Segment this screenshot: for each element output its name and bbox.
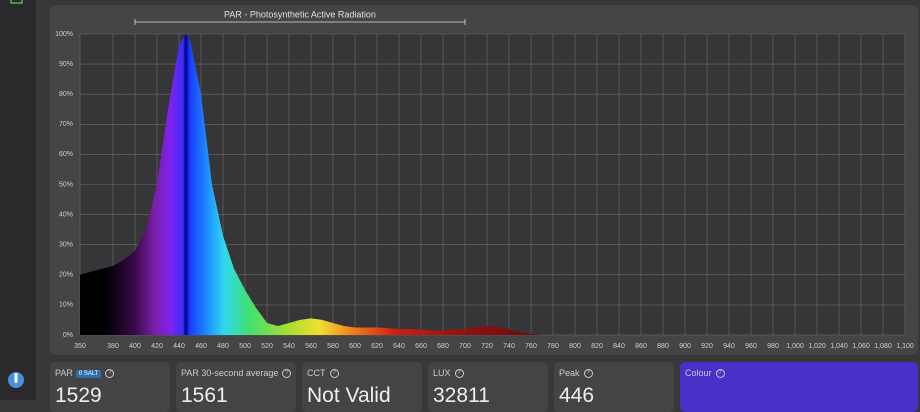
- x-tick-label: 350: [74, 343, 86, 350]
- help-icon[interactable]: ?: [282, 369, 292, 378]
- y-tick-label: 40%: [59, 211, 73, 218]
- x-tick-label: 760: [525, 343, 537, 350]
- x-tick-label: 400: [129, 343, 141, 350]
- help-icon[interactable]: ?: [454, 369, 464, 378]
- x-tick-label: 460: [195, 343, 207, 350]
- card-label-text: CCT: [307, 368, 326, 378]
- card-value: Not Valid: [307, 384, 391, 407]
- card-value: 1529: [55, 384, 102, 407]
- help-icon[interactable]: ?: [105, 369, 115, 378]
- x-tick-label: 620: [371, 343, 383, 350]
- stat-card: CCT? Not Valid: [302, 362, 422, 412]
- y-tick-label: 30%: [59, 242, 73, 249]
- x-tick-label: 640: [393, 343, 405, 350]
- chart: 0% 10% 20% 30% 40% 50% 60% 70% 80% 90% 100% 350 380 4…: [55, 9, 914, 350]
- card-label: PAR 0 SALT?: [55, 368, 115, 378]
- x-tick-label: 480: [217, 343, 229, 350]
- y-tick-label: 20%: [59, 272, 73, 279]
- stat-card: Peak? 446: [554, 362, 674, 412]
- card-label: LUX?: [433, 368, 464, 378]
- help-icon[interactable]: ?: [583, 369, 593, 378]
- x-tick-label: 740: [503, 343, 515, 350]
- x-tick-label: 600: [349, 343, 361, 350]
- x-tick-label: 700: [459, 343, 471, 350]
- y-tick-label: 0%: [63, 332, 73, 339]
- x-tick-label: 440: [173, 343, 185, 350]
- x-tick-label: 380: [107, 343, 119, 350]
- x-tick-label: 920: [701, 343, 713, 350]
- y-tick-label: 10%: [59, 302, 73, 309]
- y-tick-label: 70%: [59, 121, 73, 128]
- x-tick-label: 880: [657, 343, 669, 350]
- x-tick-label: 980: [767, 343, 779, 350]
- sidebar: [0, 0, 36, 400]
- stat-card: PAR 30-second average? 1561: [176, 362, 296, 412]
- card-label: Peak?: [559, 368, 593, 378]
- x-tick-label: 420: [151, 343, 163, 350]
- y-tick-label: 80%: [59, 91, 73, 98]
- stat-card: LUX? 32811: [428, 362, 548, 412]
- card-value: 32811: [433, 384, 490, 407]
- x-tick-label: 720: [481, 343, 493, 350]
- x-tick-label: 1,080: [874, 343, 892, 350]
- menu-icon[interactable]: [10, 0, 23, 4]
- x-tick-label: 540: [283, 343, 295, 350]
- help-icon[interactable]: ?: [715, 369, 725, 378]
- y-tick-label: 90%: [59, 61, 73, 68]
- card-label-text: PAR 30-second average: [181, 368, 279, 378]
- card-label-text: Colour: [685, 368, 712, 378]
- card-value: 446: [559, 384, 595, 407]
- x-tick-label: 780: [547, 343, 559, 350]
- x-tick-label: 840: [613, 343, 625, 350]
- x-tick-label: 1,020: [808, 343, 826, 350]
- annotation-text: PAR - Photosynthetic Active Radiation: [224, 9, 376, 19]
- card-badge: 0 SALT: [75, 370, 102, 378]
- x-tick-label: 820: [591, 343, 603, 350]
- x-tick-label: 1,060: [852, 343, 870, 350]
- x-tick-label: 500: [239, 343, 251, 350]
- card-label-text: LUX: [433, 368, 451, 378]
- stat-card: PAR 0 SALT? 1529: [50, 362, 170, 412]
- spectrum-area: [80, 34, 905, 335]
- x-tick-label: 1,000: [786, 343, 804, 350]
- x-tick-label: 520: [261, 343, 273, 350]
- card-label-text: PAR: [55, 368, 73, 378]
- card-value: 1561: [181, 384, 228, 407]
- x-tick-label: 900: [679, 343, 691, 350]
- help-icon[interactable]: ?: [329, 369, 339, 378]
- x-tick-label: 580: [327, 343, 339, 350]
- x-tick-label: 1,100: [896, 343, 914, 350]
- x-tick-label: 560: [305, 343, 317, 350]
- card-label: Colour?: [685, 368, 725, 378]
- x-tick-label: 800: [569, 343, 581, 350]
- card-label-text: Peak: [559, 368, 580, 378]
- card-label: PAR 30-second average?: [181, 368, 292, 378]
- x-tick-label: 660: [415, 343, 427, 350]
- x-tick-label: 680: [437, 343, 449, 350]
- x-tick-label: 960: [745, 343, 757, 350]
- y-tick-label: 60%: [59, 151, 73, 158]
- card-label: CCT?: [307, 368, 339, 378]
- x-tick-label: 860: [635, 343, 647, 350]
- sidebar-icons: [8, 0, 24, 388]
- stat-card: Colour?: [680, 362, 918, 412]
- thermometer-glyph: [14, 373, 18, 383]
- y-tick-label: 100%: [55, 31, 73, 38]
- y-tick-label: 50%: [59, 181, 73, 188]
- x-tick-label: 1,040: [830, 343, 848, 350]
- x-tick-label: 940: [723, 343, 735, 350]
